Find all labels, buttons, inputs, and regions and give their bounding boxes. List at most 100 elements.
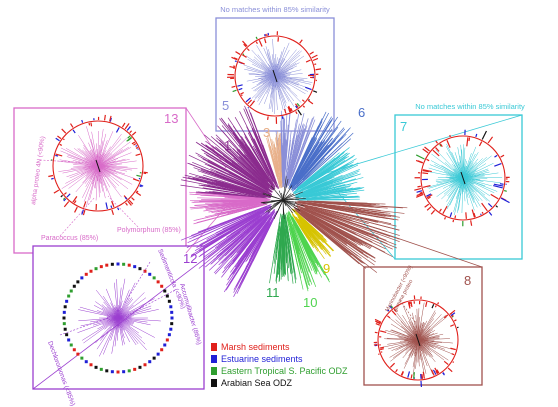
mini-tree-12-dot <box>160 348 164 352</box>
mini-tree-8-abundance-bar <box>432 369 437 375</box>
mini-tree-7-abundance-bar <box>427 196 431 200</box>
mini-tree-8-branch <box>417 339 442 343</box>
mini-tree-5-abundance-bar <box>296 103 301 107</box>
mini-tree-7-branch <box>436 177 464 197</box>
mini-tree-12-dot <box>72 348 76 352</box>
main-tree-branch-3 <box>270 140 278 172</box>
mini-tree-7-abundance-bar <box>454 215 457 219</box>
mini-tree-7-branch <box>434 164 464 179</box>
main-tree-branch-7 <box>299 162 329 187</box>
mini-tree-12-branch <box>117 278 126 319</box>
main-tree-branch-1 <box>206 148 259 184</box>
mini-tree-7-abundance-bar <box>444 217 447 220</box>
mini-tree-12-branch <box>117 297 130 319</box>
mini-tree-7-branch <box>462 177 488 201</box>
mini-tree-5-abundance-bar <box>305 59 311 63</box>
mini-tree-12-dot <box>163 289 167 293</box>
mini-tree-13-abundance-bar <box>62 138 65 141</box>
main-tree-branch-1 <box>218 186 257 196</box>
mini-tree-13-abundance-bar <box>55 137 60 142</box>
mini-tree-13-abundance-bar <box>59 143 63 146</box>
mini-tree-12-branch <box>97 317 119 330</box>
main-tree-branch-7 <box>298 158 357 192</box>
main-tree-branch-7 <box>304 171 327 186</box>
mini-tree-8-abundance-bar <box>434 367 439 374</box>
mini-tree-13-branch <box>97 165 100 198</box>
main-tree-branch-10 <box>294 219 318 260</box>
mini-tree-13-branch <box>97 164 117 167</box>
mini-tree-5-branch <box>274 46 285 77</box>
mini-tree-8-branch <box>417 339 452 354</box>
mini-tree-8-branch <box>416 308 419 341</box>
main-tree-branch-3 <box>278 137 282 170</box>
main-tree-branch-12 <box>223 209 262 227</box>
main-tree-branch-1 <box>254 148 272 179</box>
main-tree-branch-8 <box>304 205 369 224</box>
mini-tree-7-branch <box>424 170 464 179</box>
main-tree-branch-1 <box>236 151 266 183</box>
main-tree-branch-1 <box>196 178 256 194</box>
mini-tree-12-branch <box>117 317 137 346</box>
main-tree-branch-10 <box>292 224 313 271</box>
mini-tree-5-branch <box>248 72 276 77</box>
mini-tree-5-abundance-bar <box>249 100 256 107</box>
top-box-header: No matches within 85% similarity <box>220 5 330 14</box>
main-tree-branch-10 <box>289 229 302 279</box>
mini-tree-8-ring <box>377 299 459 381</box>
mini-tree-13-branch <box>83 165 99 202</box>
mini-tree-13-abundance-bar <box>48 174 54 178</box>
mini-tree-12-dot <box>143 269 147 273</box>
mini-tree-7-abundance-bar <box>415 154 425 160</box>
mini-tree-7-abundance-bar <box>424 203 430 208</box>
main-tree-branch-11 <box>284 218 294 284</box>
mini-tree-13-abundance-bar <box>139 185 142 188</box>
mini-tree-8-branch <box>382 339 419 348</box>
mini-tree-7-branch <box>446 177 464 206</box>
mini-tree-7-abundance-bar <box>487 202 493 208</box>
mini-tree-12-dot <box>143 363 147 367</box>
mini-tree-8-abundance-bar <box>449 309 456 315</box>
main-tree-branch-13 <box>196 204 267 223</box>
mini-tree-8-abundance-bar <box>391 310 397 316</box>
main-tree-branch-5 <box>280 110 284 188</box>
main-tree-branch-11 <box>283 217 286 274</box>
mini-tree-12-branch <box>117 317 155 338</box>
main-tree-branch-9 <box>298 216 334 252</box>
mini-tree-8-branch <box>417 318 435 341</box>
mini-tree-5-branch <box>257 75 276 102</box>
main-tree-branch-12 <box>220 211 270 256</box>
mini-tree-12-branch <box>116 317 119 341</box>
mini-tree-12-dot <box>99 367 103 371</box>
mini-tree-8 <box>373 295 459 388</box>
mini-tree-8-branch <box>417 339 433 375</box>
mini-tree-8-branch <box>390 323 419 341</box>
main-tree-branch-13 <box>221 201 267 207</box>
main-tree-root-branch <box>282 199 294 214</box>
main-tree-branch-1 <box>232 125 274 186</box>
mini-tree-7-abundance-bar <box>470 220 473 226</box>
mini-tree-5-abundance-bar <box>238 87 243 91</box>
mini-tree-12-dot <box>122 370 126 374</box>
mini-tree-8-branch <box>417 339 427 374</box>
main-tree-branch-12 <box>214 209 275 275</box>
mini-tree-13-branch <box>97 159 130 167</box>
mini-tree-7-branch <box>462 177 503 179</box>
main-tree-branch-7 <box>302 186 331 195</box>
mini-tree-12-branch <box>117 298 155 319</box>
mini-tree-7-branch <box>462 177 469 206</box>
mini-tree-13-abundance-bar <box>131 131 137 136</box>
main-tree-branch-7 <box>304 188 347 197</box>
main-tree-branch-12 <box>217 215 261 246</box>
mini-tree-12-dot <box>138 267 142 271</box>
mini-tree-7-abundance-bar <box>495 205 498 208</box>
main-tree-branch-5 <box>286 151 298 188</box>
main-tree-branch-12 <box>224 218 261 248</box>
main-tree-root-branch <box>282 199 299 208</box>
mini-tree-12-dot <box>62 310 66 314</box>
main-tree-branch-12 <box>207 218 259 258</box>
mini-tree-13-abundance-bar <box>125 202 128 206</box>
mini-tree-5-branch <box>251 49 276 77</box>
main-tree-branch-7 <box>302 195 345 200</box>
mini-tree-7-abundance-bar <box>422 169 432 173</box>
mini-tree-8-abundance-bar <box>410 301 413 308</box>
